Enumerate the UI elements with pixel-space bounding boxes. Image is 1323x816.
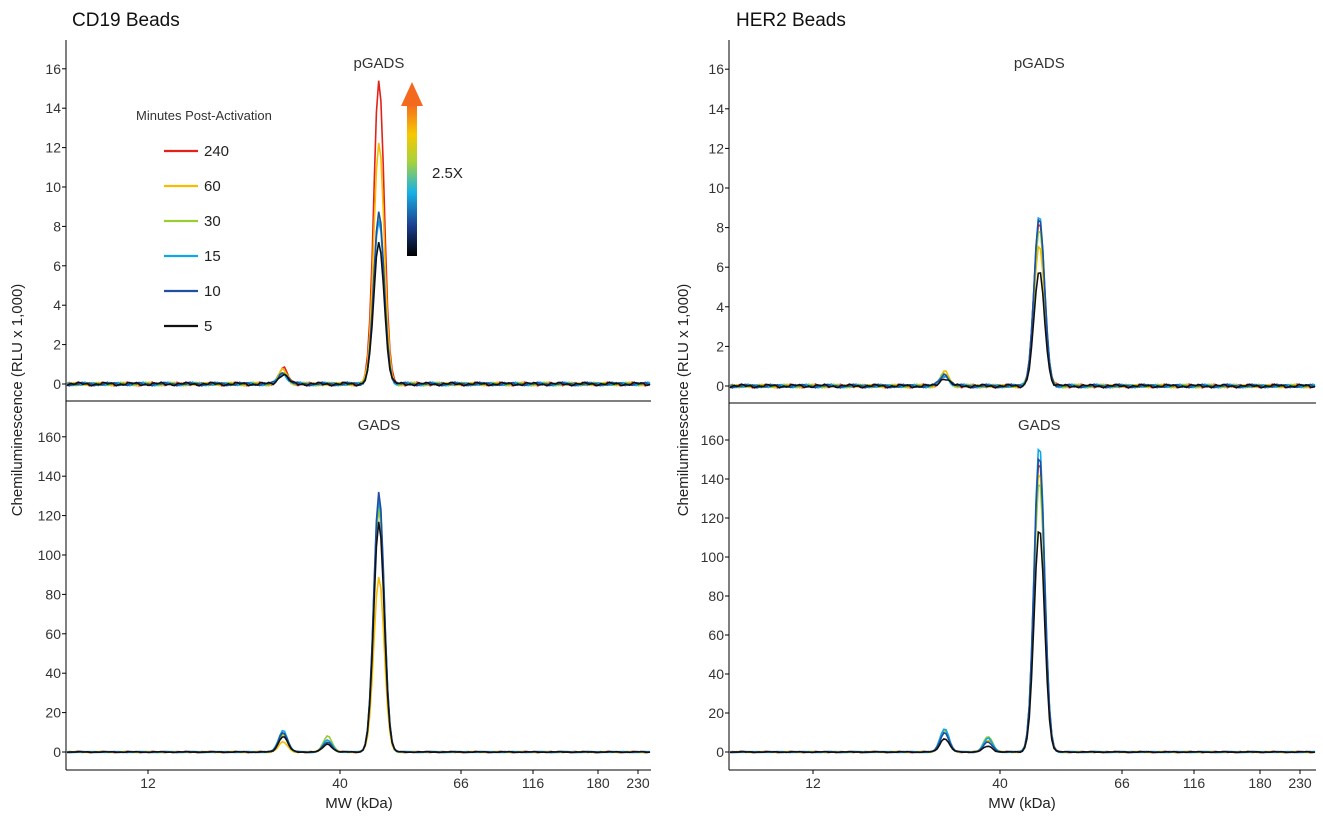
- y-tick-label: 60: [708, 627, 724, 643]
- chart-0: pGADS 0 2 4 6 8 10 12 14 16 GADS 0 20 40 60 80 100 120 140…: [38, 40, 651, 791]
- y-tick-label: 4: [716, 299, 724, 315]
- y-tick-label: 6: [53, 258, 61, 274]
- legend-label-60: 60: [204, 178, 221, 195]
- legend: 240 60 30 15 10 5: [164, 143, 229, 335]
- y-tick-label: 120: [38, 508, 62, 524]
- y-tick-label: 20: [708, 705, 724, 721]
- fold-change-label: 2.5X: [432, 165, 463, 182]
- y-tick-label: 0: [53, 744, 61, 760]
- x-tick-label: 230: [1288, 775, 1312, 791]
- x-tick-label: 116: [522, 775, 545, 791]
- y-tick-label: 80: [45, 586, 61, 602]
- y-axis-label-her2: Chemiluminescence (RLU x 1,000): [675, 284, 692, 517]
- series-line-15: [729, 447, 1316, 754]
- x-tick-label: 180: [586, 775, 610, 791]
- x-axis-label-her2: MW (kDa): [988, 795, 1056, 812]
- series-line-30: [729, 230, 1316, 389]
- series-line-5: [729, 272, 1316, 389]
- panel-subtitle: pGADS: [1014, 55, 1065, 72]
- legend-label-240: 240: [204, 143, 229, 160]
- gradient-arrow: [401, 82, 423, 256]
- legend-label-10: 10: [204, 283, 221, 300]
- y-tick-label: 14: [45, 100, 61, 116]
- chart-title-her2: HER2 Beads: [736, 10, 846, 31]
- series-line-60: [729, 244, 1316, 389]
- y-tick-label: 100: [701, 549, 725, 565]
- series-line-30: [729, 483, 1316, 754]
- y-tick-label: 60: [45, 626, 61, 642]
- y-tick-label: 2: [716, 338, 724, 354]
- x-tick-label: 12: [140, 775, 156, 791]
- series-line-240: [66, 80, 651, 387]
- series-line-30: [66, 213, 651, 387]
- series-line-10: [729, 457, 1316, 754]
- x-tick-label: 116: [1183, 775, 1206, 791]
- y-tick-label: 16: [45, 61, 61, 77]
- x-tick-label: 12: [805, 775, 821, 791]
- panel-subtitle: pGADS: [354, 55, 405, 72]
- y-tick-label: 10: [708, 180, 724, 196]
- x-tick-label: 230: [626, 775, 650, 791]
- y-tick-label: 6: [716, 259, 724, 275]
- chart-title-cd19: CD19 Beads: [72, 10, 180, 31]
- y-tick-label: 140: [701, 471, 725, 487]
- series-line-10: [729, 218, 1316, 389]
- x-tick-label: 40: [332, 775, 348, 791]
- series-line-60: [66, 142, 651, 387]
- legend-label-15: 15: [204, 248, 221, 265]
- y-tick-label: 0: [716, 378, 724, 394]
- y-tick-label: 12: [45, 140, 61, 156]
- legend-label-5: 5: [204, 318, 212, 335]
- y-tick-label: 40: [45, 665, 61, 681]
- y-tick-label: 100: [38, 547, 62, 563]
- y-tick-label: 4: [53, 297, 61, 313]
- panel-subtitle: GADS: [1018, 417, 1061, 434]
- y-tick-label: 8: [53, 218, 61, 234]
- y-axis-label-cd19: Chemiluminescence (RLU x 1,000): [9, 284, 26, 517]
- y-tick-label: 160: [701, 432, 725, 448]
- y-tick-label: 120: [701, 510, 725, 526]
- series-line-5: [66, 521, 651, 754]
- y-tick-label: 2: [53, 337, 61, 353]
- series-line-60: [66, 577, 651, 754]
- series-line-15: [729, 216, 1316, 389]
- y-tick-label: 0: [716, 744, 724, 760]
- series-line-15: [66, 220, 651, 387]
- series-line-15: [66, 498, 651, 754]
- series-line-60: [729, 473, 1316, 754]
- y-tick-label: 20: [45, 705, 61, 721]
- legend-title: Minutes Post-Activation: [136, 108, 272, 123]
- y-tick-label: 40: [708, 666, 724, 682]
- series-line-10: [66, 491, 651, 754]
- series-line-10: [66, 211, 651, 387]
- legend-label-30: 30: [204, 213, 221, 230]
- x-tick-label: 180: [1248, 775, 1272, 791]
- y-tick-label: 160: [38, 429, 62, 445]
- x-tick-label: 66: [1114, 775, 1130, 791]
- y-tick-label: 14: [708, 101, 724, 117]
- panel-subtitle: GADS: [358, 417, 401, 434]
- y-tick-label: 0: [53, 376, 61, 392]
- y-tick-label: 16: [708, 61, 724, 77]
- x-tick-label: 66: [453, 775, 469, 791]
- series-line-240: [66, 506, 651, 754]
- series-line-30: [66, 507, 651, 754]
- x-axis-label-cd19: MW (kDa): [325, 795, 393, 812]
- series-line-240: [729, 223, 1316, 389]
- series-line-240: [729, 463, 1316, 754]
- x-tick-label: 40: [992, 775, 1008, 791]
- y-tick-label: 8: [716, 220, 724, 236]
- series-line-5: [729, 530, 1316, 754]
- y-tick-label: 12: [708, 140, 724, 156]
- y-tick-label: 10: [45, 179, 61, 195]
- y-tick-label: 80: [708, 588, 724, 604]
- chart-1: pGADS 0 2 4 6 8 10 12 14 16 GADS 0 20 40 60 80 100 120 140…: [701, 40, 1316, 791]
- y-tick-label: 140: [38, 468, 62, 484]
- series-line-5: [66, 241, 651, 387]
